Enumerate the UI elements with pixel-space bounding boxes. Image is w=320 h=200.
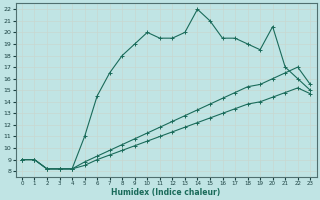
X-axis label: Humidex (Indice chaleur): Humidex (Indice chaleur): [111, 188, 221, 197]
